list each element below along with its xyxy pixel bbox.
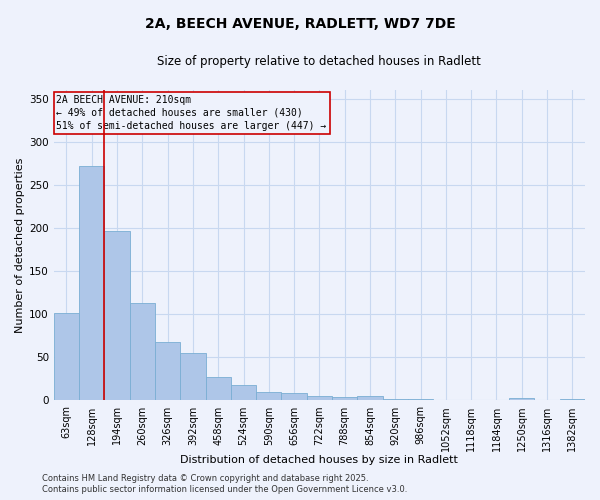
Bar xyxy=(383,398,408,400)
Bar xyxy=(408,398,433,400)
Bar xyxy=(54,314,79,400)
Text: 2A BEECH AVENUE: 210sqm
← 49% of detached houses are smaller (430)
51% of semi-d: 2A BEECH AVENUE: 210sqm ← 49% of detache… xyxy=(56,94,326,131)
Bar xyxy=(104,230,130,400)
Bar xyxy=(560,398,585,400)
Text: 2A, BEECH AVENUE, RADLETT, WD7 7DE: 2A, BEECH AVENUE, RADLETT, WD7 7DE xyxy=(145,18,455,32)
Y-axis label: Number of detached properties: Number of detached properties xyxy=(15,158,25,333)
X-axis label: Distribution of detached houses by size in Radlett: Distribution of detached houses by size … xyxy=(181,455,458,465)
Bar xyxy=(180,353,206,401)
Title: Size of property relative to detached houses in Radlett: Size of property relative to detached ho… xyxy=(157,55,481,68)
Bar xyxy=(281,392,307,400)
Text: Contains HM Land Registry data © Crown copyright and database right 2025.
Contai: Contains HM Land Registry data © Crown c… xyxy=(42,474,407,494)
Bar xyxy=(358,396,383,400)
Bar xyxy=(231,385,256,400)
Bar xyxy=(509,398,535,400)
Bar xyxy=(79,166,104,400)
Bar xyxy=(155,342,180,400)
Bar xyxy=(206,377,231,400)
Bar xyxy=(332,397,358,400)
Bar xyxy=(307,396,332,400)
Bar xyxy=(256,392,281,400)
Bar xyxy=(130,303,155,400)
